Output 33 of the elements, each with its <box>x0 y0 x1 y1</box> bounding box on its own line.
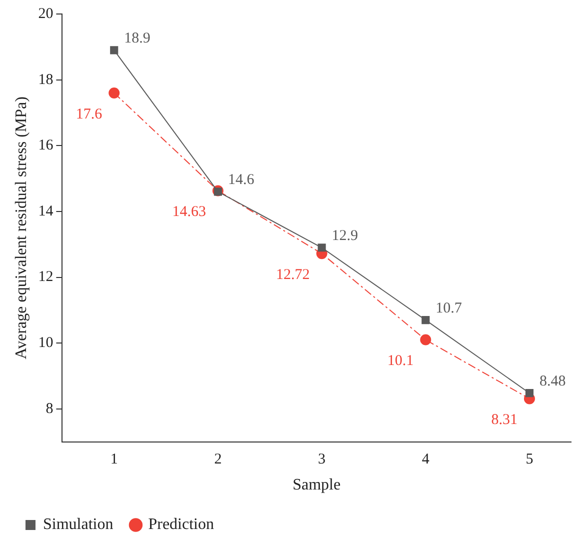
legend-label: Prediction <box>148 516 214 534</box>
y-tick-label: 14 <box>38 203 54 220</box>
legend-label: Simulation <box>43 516 114 534</box>
data-label: 10.1 <box>387 353 414 370</box>
data-label: 17.6 <box>76 106 103 122</box>
point <box>214 188 222 196</box>
x-tick-label: 3 <box>318 452 326 468</box>
data-label: 8.31 <box>491 412 518 428</box>
data-label: 12.9 <box>332 228 358 244</box>
y-tick-label: 16 <box>38 138 54 154</box>
x-axis-title: Sample <box>292 476 341 494</box>
y-tick-label: 18 <box>38 72 54 88</box>
x-tick-label: 5 <box>526 452 534 468</box>
data-label: 14.63 <box>172 204 206 220</box>
y-tick-label: 10 <box>38 335 54 352</box>
data-label: 12.72 <box>276 267 310 284</box>
data-label: 10.7 <box>436 300 462 316</box>
y-tick-label: 20 <box>38 6 54 22</box>
point <box>108 87 120 98</box>
x-tick-label: 1 <box>110 452 118 468</box>
y-tick-label: 8 <box>46 400 54 417</box>
point <box>110 46 118 54</box>
y-axis-title: Average equivalent residual stress (MPa) <box>12 96 30 360</box>
point <box>420 334 432 346</box>
data-label: 18.9 <box>124 30 150 47</box>
point <box>525 389 534 398</box>
data-label: 8.48 <box>539 374 566 390</box>
point <box>422 316 430 324</box>
x-tick-label: 2 <box>214 452 222 468</box>
data-label: 14.6 <box>228 172 255 188</box>
x-tick-label: 4 <box>422 452 430 468</box>
point <box>318 244 326 252</box>
y-tick-label: 12 <box>38 269 54 286</box>
